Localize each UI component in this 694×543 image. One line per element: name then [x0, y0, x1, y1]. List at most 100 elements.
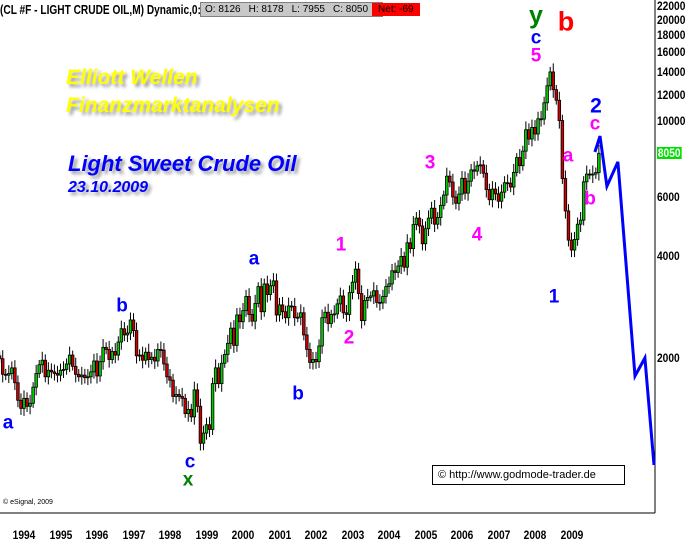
wave-label: 2: [590, 94, 602, 118]
candle-body: [344, 312, 349, 315]
candle-body: [283, 311, 288, 319]
candle-body: [122, 328, 127, 336]
close-value: C: 8050: [333, 4, 369, 15]
candle-body: [341, 295, 346, 314]
candle-body: [289, 305, 294, 308]
candle-body: [347, 292, 352, 315]
candle-body: [10, 367, 14, 374]
y-tick-label: 6000: [657, 189, 680, 204]
last-price-label: 8050: [657, 146, 682, 161]
candle-body: [277, 304, 282, 316]
x-tick-label: 2006: [450, 528, 474, 542]
candle-body: [451, 181, 455, 198]
candle-body: [189, 408, 193, 418]
candle-body: [274, 280, 279, 316]
candle-body: [220, 362, 224, 385]
x-tick-label: 2003: [341, 528, 364, 542]
x-tick-label: 2000: [231, 528, 255, 542]
candle-body: [366, 297, 370, 301]
candle-body: [429, 207, 434, 219]
candle-body: [64, 363, 69, 370]
x-tick-label: 1995: [49, 528, 72, 542]
wave-label: b: [584, 188, 596, 210]
candle-body: [52, 371, 57, 374]
x-tick-label: 2001: [268, 528, 291, 542]
candle-body: [204, 424, 209, 434]
x-tick-label: 1997: [122, 528, 145, 542]
candle-body: [13, 367, 17, 384]
y-tick-label: 14000: [657, 64, 686, 79]
candle-body: [338, 295, 343, 305]
candle-body: [481, 164, 485, 174]
candle-body: [119, 328, 124, 343]
candle-body: [326, 311, 330, 324]
candle-body: [110, 351, 114, 360]
candle-body: [445, 175, 449, 196]
candle-body: [329, 314, 333, 324]
candle-body: [4, 373, 8, 376]
candle-body: [232, 327, 236, 346]
candle-body: [143, 351, 148, 361]
candle-body: [95, 360, 99, 377]
candle-body: [265, 283, 270, 295]
overlay-instrument: Light Sweet Crude Oil: [68, 151, 297, 176]
candle-body: [515, 157, 519, 173]
x-tick-label: 1996: [85, 528, 109, 542]
candle-body: [55, 373, 60, 376]
candle-body: [302, 312, 306, 336]
candle-body: [335, 303, 339, 315]
x-tick-label: 2008: [523, 528, 547, 542]
candle-body: [420, 225, 425, 245]
candle-body: [80, 374, 84, 378]
candle-body: [253, 302, 257, 322]
candle-body: [475, 165, 479, 172]
candle-body: [566, 210, 571, 241]
candle-body: [350, 281, 355, 294]
candle-body: [530, 127, 534, 140]
candle-body: [484, 172, 489, 190]
y-tick-label: 12000: [657, 87, 686, 102]
candle-body: [177, 394, 181, 397]
candle-body: [37, 364, 41, 374]
x-tick-label: 1999: [195, 528, 218, 542]
candle-body: [356, 268, 361, 294]
y-tick-label: 16000: [657, 45, 686, 60]
wave-label: a: [562, 145, 574, 167]
candle-body: [183, 397, 187, 415]
candle-body: [405, 242, 409, 268]
candle-body: [472, 169, 476, 172]
candle-body: [353, 268, 358, 283]
candle-body: [238, 314, 242, 323]
candle-body: [572, 239, 577, 251]
candle-body: [362, 299, 367, 321]
candle-body: [578, 219, 583, 225]
candle-body: [159, 349, 163, 351]
candle-body: [542, 102, 546, 120]
x-tick-label: 2005: [414, 528, 437, 542]
candle-body: [92, 360, 96, 373]
wave-label: c: [589, 113, 601, 135]
open-value: O: 8126: [205, 4, 241, 15]
candle-body: [162, 349, 166, 365]
candle-body: [487, 189, 492, 201]
candle-body: [262, 283, 266, 313]
wave-label: b: [116, 295, 128, 317]
candle-body: [174, 394, 178, 397]
candle-body: [521, 150, 525, 167]
candle-body: [423, 228, 428, 245]
candle-body: [25, 397, 29, 407]
candle-body: [426, 217, 431, 230]
candle-body: [131, 319, 136, 331]
candle-body: [192, 389, 197, 418]
candle-body: [247, 296, 251, 315]
candle-body: [384, 286, 388, 297]
candle-body: [305, 334, 309, 350]
candle-body: [311, 359, 315, 363]
candle-body: [271, 280, 276, 287]
x-tick-label: 2007: [487, 528, 510, 542]
wave-label: 2: [343, 327, 355, 349]
wave-label: 4: [471, 224, 483, 246]
candle-body: [259, 286, 263, 313]
